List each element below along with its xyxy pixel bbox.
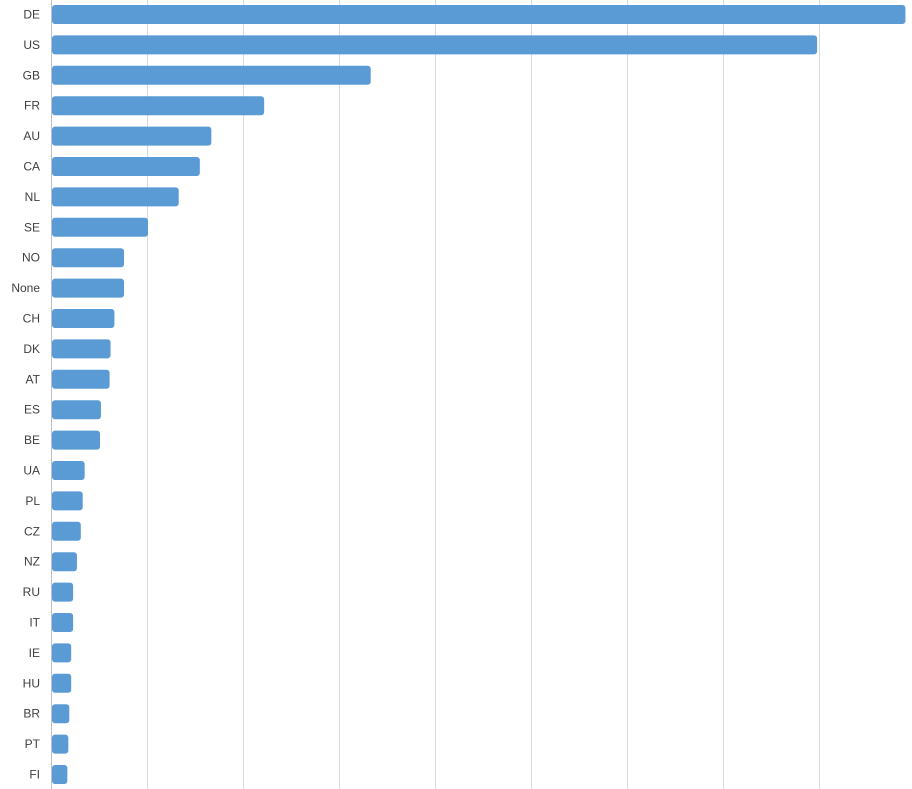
category-label-se: SE xyxy=(24,220,40,234)
bar-cz xyxy=(52,521,81,541)
category-label-it: IT xyxy=(29,616,40,630)
category-label-br: BR xyxy=(23,707,40,721)
bar-fi xyxy=(52,765,68,784)
bar-br xyxy=(52,704,70,724)
category-label-ca: CA xyxy=(23,160,40,174)
bar-no xyxy=(52,248,124,268)
gridlines xyxy=(147,0,820,789)
bar-es xyxy=(52,400,101,420)
bar-be xyxy=(52,430,100,450)
category-labels: DE US GB FR AU CA NL SE NO None CH DK AT ES BE UA PL CZ NZ… xyxy=(11,8,40,782)
category-label-au: AU xyxy=(23,129,40,143)
category-label-us: US xyxy=(23,38,40,52)
bar-de xyxy=(52,5,906,24)
bar-dk xyxy=(52,339,111,359)
bar-pt xyxy=(52,734,69,754)
bar-se xyxy=(52,217,148,237)
category-label-nl: NL xyxy=(25,190,41,204)
category-label-nz: NZ xyxy=(24,555,40,569)
category-label-de: DE xyxy=(23,8,40,22)
bar-au xyxy=(52,126,212,146)
category-label-none: None xyxy=(11,281,40,295)
bar-us xyxy=(52,35,818,55)
category-label-ch: CH xyxy=(23,312,40,326)
category-label-fi: FI xyxy=(29,768,40,782)
bar-it xyxy=(52,613,74,632)
bar-ua xyxy=(52,461,85,480)
category-label-dk: DK xyxy=(23,342,40,356)
bar-at xyxy=(52,369,110,389)
bar-pl xyxy=(52,491,83,511)
category-label-es: ES xyxy=(24,403,40,417)
category-label-ua: UA xyxy=(23,464,40,478)
category-label-at: AT xyxy=(26,372,41,386)
bar-nz xyxy=(52,552,77,572)
category-label-pt: PT xyxy=(25,737,41,751)
bar-ru xyxy=(52,582,74,602)
category-label-ru: RU xyxy=(23,585,40,599)
bars xyxy=(52,5,906,784)
bar-ch xyxy=(52,309,115,328)
category-label-gb: GB xyxy=(23,68,40,82)
category-label-pl: PL xyxy=(25,494,40,508)
bar-none xyxy=(52,278,124,298)
category-label-cz: CZ xyxy=(24,524,40,538)
bar-ca xyxy=(52,157,200,176)
bar-gb xyxy=(52,65,371,85)
bar-hu xyxy=(52,673,72,693)
category-label-ie: IE xyxy=(29,646,40,660)
bar-ie xyxy=(52,643,72,663)
category-label-fr: FR xyxy=(24,99,40,113)
category-label-be: BE xyxy=(24,433,40,447)
category-label-no: NO xyxy=(22,251,40,265)
bar-fr xyxy=(52,96,265,116)
bar-nl xyxy=(52,187,179,207)
category-label-hu: HU xyxy=(23,676,40,690)
